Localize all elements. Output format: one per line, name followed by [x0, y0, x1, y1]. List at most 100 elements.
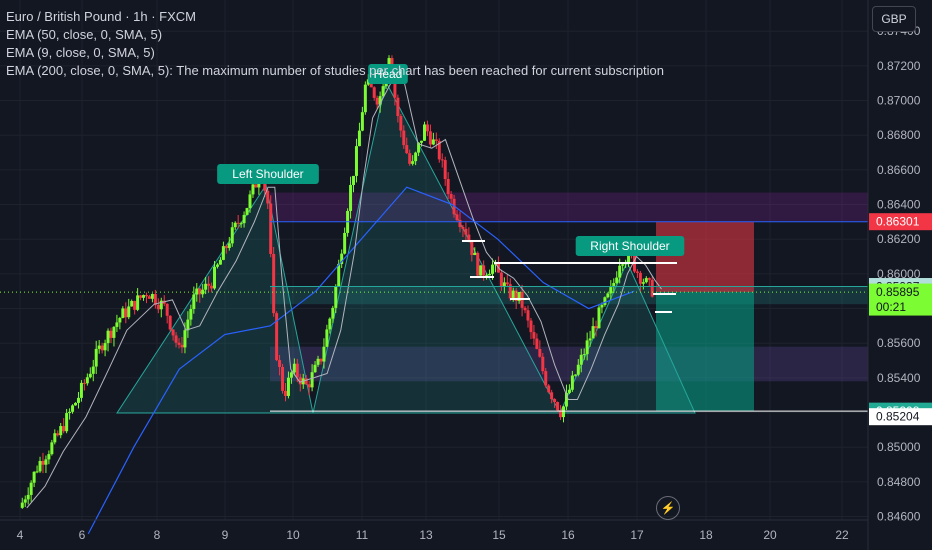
candle-body [544, 371, 548, 386]
candle-body [381, 86, 385, 97]
candle-body [425, 124, 429, 132]
candle-body [405, 145, 409, 154]
candle-body [263, 180, 267, 191]
candle-body [597, 307, 601, 329]
stop-price-tag: 0.86301 [876, 215, 920, 229]
candle-body [437, 140, 441, 160]
candle-body [313, 364, 317, 373]
candles [20, 55, 654, 509]
zone-box [270, 346, 868, 382]
candle-body [171, 329, 175, 336]
candle-body [142, 295, 146, 298]
take-profit-zone [656, 292, 754, 412]
legend-ema-200[interactable]: EMA (200, close, 0, SMA, 5): The maximum… [6, 63, 665, 78]
y-tick-label: 0.85400 [877, 371, 921, 385]
candle-body [139, 295, 143, 298]
ema-lines [26, 73, 662, 535]
x-tick-label: 10 [286, 528, 300, 542]
x-tick-label: 18 [699, 528, 713, 542]
candle-body [408, 153, 412, 164]
candle-body [74, 402, 78, 406]
candle-body [482, 265, 486, 276]
candle-body [638, 272, 642, 284]
candle-body [650, 279, 654, 297]
candle-body [218, 259, 222, 265]
candle-body [130, 300, 134, 307]
candle-body [275, 313, 279, 361]
candle-body [644, 278, 648, 283]
candle-body [559, 410, 563, 418]
candle-body [29, 482, 33, 495]
candle-body [272, 253, 276, 314]
lightning-icon[interactable]: ⚡ [656, 496, 680, 520]
candle-body [434, 139, 438, 141]
candle-body [266, 190, 270, 204]
legend-ema-9[interactable]: EMA (9, close, 0, SMA, 5) [6, 45, 155, 60]
candle-body [523, 307, 527, 311]
legend-ema-50[interactable]: EMA (50, close, 0, SMA, 5) [6, 27, 163, 42]
candle-body [50, 442, 54, 455]
candle-body [532, 332, 536, 339]
candle-body [85, 377, 89, 384]
candle-body [20, 502, 24, 508]
candle-body [360, 112, 364, 131]
candle-body [627, 250, 631, 263]
currency-button[interactable]: GBP [872, 6, 916, 32]
candle-body [585, 340, 589, 355]
candle-body [414, 152, 418, 162]
candle-body [461, 227, 465, 229]
candle-body [570, 375, 574, 390]
x-tick-label: 11 [356, 528, 369, 542]
low-price-tag-bg [869, 408, 932, 426]
x-tick-label: 16 [561, 528, 575, 542]
candle-body [100, 345, 104, 351]
candle-body [186, 319, 190, 331]
candle-body [201, 289, 205, 295]
y-tick-label: 0.85600 [877, 336, 921, 350]
candle-body [556, 402, 560, 411]
candle-body [635, 271, 639, 273]
candle-body [488, 273, 492, 276]
candle-body [603, 297, 607, 305]
candle-body [103, 343, 107, 351]
ema-50-line [87, 186, 635, 535]
legend-symbol[interactable]: Euro / British Pound · 1h · FXCM [6, 9, 197, 24]
candle-body [331, 307, 335, 319]
x-tick-label: 9 [222, 528, 229, 542]
candle-body [476, 252, 480, 276]
candle-body [491, 264, 495, 274]
candle-body [526, 310, 530, 321]
candle-body [53, 433, 57, 443]
candle-body [594, 326, 598, 329]
candle-body [239, 223, 243, 225]
low-price-tag: 0.85204 [876, 410, 920, 424]
candle-body [76, 397, 80, 403]
y-tick-label: 0.87200 [877, 59, 921, 73]
candle-body [399, 116, 403, 131]
candle-body [567, 389, 571, 393]
candle-body [159, 300, 163, 310]
candle-body [573, 374, 577, 376]
candle-body [553, 399, 557, 403]
candle-body [473, 252, 477, 256]
candle-body [38, 460, 42, 472]
candle-body [420, 140, 424, 143]
candle-body [106, 330, 110, 344]
candle-body [68, 411, 72, 414]
candle-body [304, 378, 308, 385]
stop-price-tag-bg [869, 213, 932, 231]
candle-body [177, 342, 181, 345]
candle-body [334, 286, 338, 308]
candle-body [541, 356, 545, 372]
candle-body [189, 308, 193, 320]
candle-body [198, 288, 202, 295]
y-tick-label: 0.85000 [877, 440, 921, 454]
candle-body [227, 243, 231, 248]
candle-body [44, 459, 48, 465]
x-tick-label: 8 [154, 528, 161, 542]
candle-body [366, 79, 370, 85]
candle-body [65, 413, 69, 432]
candle-body [579, 354, 583, 365]
